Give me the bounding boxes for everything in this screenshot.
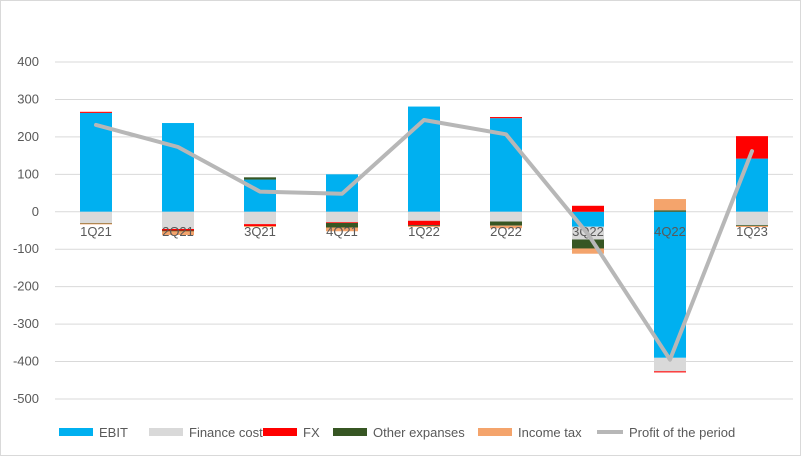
category-label: 1Q23: [736, 224, 768, 239]
bar-income-tax: [654, 199, 686, 211]
legend-label: Finance cost: [189, 425, 263, 440]
y-tick-label: -300: [13, 316, 39, 331]
bar-income-tax: [572, 248, 604, 254]
category-label: 1Q22: [408, 224, 440, 239]
legend-label: EBIT: [99, 425, 128, 440]
y-tick-label: -200: [13, 279, 39, 294]
bar-finance-cost: [80, 211, 112, 224]
bar-other-expanses: [490, 221, 522, 226]
y-tick-label: 400: [17, 54, 39, 69]
category-label: 3Q21: [244, 224, 276, 239]
y-tick-label: -500: [13, 391, 39, 406]
y-tick-label: 300: [17, 91, 39, 106]
bar-income-tax: [490, 225, 522, 229]
legend-label: Income tax: [518, 425, 582, 440]
bar-finance-cost: [490, 211, 522, 222]
profit-line-point: [504, 132, 508, 136]
bar-fx: [490, 117, 522, 119]
bar-income-tax: [326, 227, 358, 232]
bar-other-expanses: [408, 225, 440, 227]
legend-swatch: [478, 428, 512, 436]
profit-line-point: [340, 192, 344, 196]
bar-fx: [162, 229, 194, 231]
bar-other-expanses: [736, 225, 768, 227]
bar-finance-cost: [654, 357, 686, 372]
bar-fx: [654, 371, 686, 373]
y-tick-label: 0: [32, 204, 39, 219]
y-tick-label: 100: [17, 166, 39, 181]
bar-fx: [326, 222, 358, 224]
bar-income-tax: [244, 226, 276, 228]
bar-income-tax: [408, 226, 440, 228]
bar-other-expanses: [244, 177, 276, 180]
profit-line-point: [422, 118, 426, 122]
legend-label: FX: [303, 425, 320, 440]
bar-fx: [408, 220, 440, 226]
y-tick-label: 200: [17, 129, 39, 144]
category-label: 2Q21: [162, 224, 194, 239]
profit-line-point: [258, 190, 262, 194]
bar-ebit: [162, 123, 194, 212]
category-label: 1Q21: [80, 224, 112, 239]
bar-income-tax: [162, 231, 194, 235]
bar-ebit: [408, 106, 440, 212]
bar-finance-cost: [736, 211, 768, 226]
bar-other-expanses: [326, 223, 358, 228]
bar-ebit: [736, 158, 768, 212]
legend-label: Other expanses: [373, 425, 465, 440]
legend-swatch: [333, 428, 367, 436]
bar-finance-cost: [326, 211, 358, 223]
category-label: 4Q22: [654, 224, 686, 239]
legend-swatch: [59, 428, 93, 436]
legend-swatch: [149, 428, 183, 436]
profit-line-point: [586, 232, 590, 236]
bar-income-tax: [80, 223, 112, 225]
category-label: 2Q22: [490, 224, 522, 239]
profit-line-point: [668, 358, 672, 362]
profit-line-point: [176, 145, 180, 149]
bar-income-tax: [736, 226, 768, 228]
category-labels: 1Q21 2Q21 3Q21 4Q21 1Q22 2Q22 3Q22 4Q22 1Q23: [80, 224, 768, 239]
legend-label: Profit of the period: [629, 425, 735, 440]
profit-line-point: [94, 123, 98, 127]
legend-swatch: [263, 428, 297, 436]
bar-fx: [80, 111, 112, 113]
bar-finance-cost: [162, 211, 194, 230]
y-tick-label: -100: [13, 241, 39, 256]
profit-line: [94, 118, 754, 362]
bar-finance-cost: [244, 211, 276, 225]
y-tick-label: -400: [13, 354, 39, 369]
legend: EBIT Finance cost FX Other expanses Income t…: [59, 425, 735, 440]
bar-fx: [244, 224, 276, 227]
bar-other-expanses: [654, 210, 686, 212]
bar-finance-cost: [408, 211, 440, 221]
bar-fx: [572, 205, 604, 212]
bar-other-expanses: [572, 239, 604, 249]
bar-other-expanses: [162, 230, 194, 232]
y-axis-ticks: 400 300 200 100 0 -100 -200 -300 -400 -500: [13, 54, 39, 406]
bar-fx: [736, 136, 768, 159]
bars: [80, 106, 768, 373]
profit-line-point: [750, 149, 754, 153]
category-label: 4Q21: [326, 224, 358, 239]
